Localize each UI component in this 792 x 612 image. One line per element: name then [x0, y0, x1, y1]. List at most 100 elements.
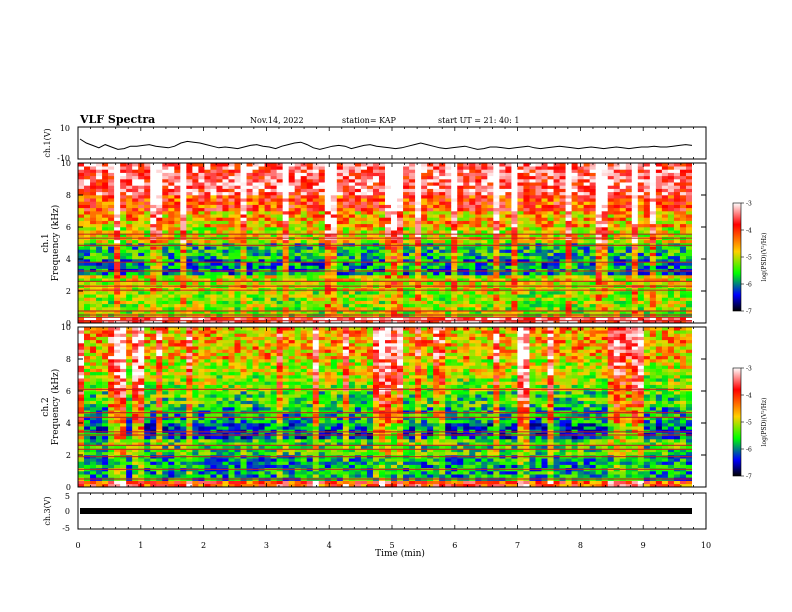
spectrogram-cell	[132, 246, 139, 250]
spectrogram-cell	[523, 300, 530, 305]
spectrogram-cell	[601, 227, 609, 231]
spectrogram-cell	[360, 185, 368, 189]
spectrogram-cell	[114, 169, 121, 173]
spectrogram-cell	[246, 217, 253, 221]
spectrogram-cell	[318, 259, 326, 263]
spectrogram-cell	[667, 249, 675, 253]
spectrogram-cell	[457, 188, 464, 193]
spectrogram-cell	[306, 246, 314, 250]
spectrogram-cell	[469, 307, 476, 311]
spectrogram-cell	[469, 281, 476, 285]
spectrogram-cell	[631, 303, 639, 308]
spectrogram-cell	[372, 287, 380, 292]
spectrogram-cell	[601, 198, 609, 202]
spectrogram-cell	[613, 227, 621, 231]
spectrogram-cell	[439, 265, 446, 269]
spectrogram-cell	[667, 262, 675, 266]
spectrogram-cell	[661, 204, 669, 209]
spectrogram-cell	[294, 204, 302, 209]
spectrogram-cell	[595, 191, 603, 196]
spectrogram-cell	[192, 246, 199, 250]
spectrogram-cell	[228, 252, 235, 257]
spectrogram-cell	[505, 239, 512, 244]
spectrogram-cell	[571, 207, 578, 212]
spectrogram-cell	[421, 230, 428, 234]
spectrogram-cell	[312, 201, 320, 205]
spectrogram-cell	[372, 179, 380, 183]
spectrogram-cell	[631, 227, 639, 231]
spectrogram-cell	[288, 278, 296, 282]
spectrogram-cell	[246, 291, 253, 295]
spectrogram-cell	[457, 233, 464, 237]
spectrogram-cell	[282, 220, 289, 225]
spectrogram-cell	[559, 227, 566, 231]
spectrogram-cell	[252, 300, 259, 305]
spectrogram-cell	[108, 268, 115, 273]
spectrogram-cell	[264, 179, 271, 183]
spectrogram-cell	[216, 316, 223, 321]
spectrogram-cell	[439, 316, 446, 321]
spectrogram-cell	[354, 281, 362, 285]
spectrogram-cell	[625, 271, 633, 276]
spectrogram-cell	[385, 252, 392, 257]
spectrogram-cell	[276, 175, 283, 180]
spectrogram-cell	[661, 319, 669, 324]
spectrogram-cell	[433, 255, 440, 260]
spectrogram-cell	[372, 182, 380, 186]
spectrogram-cell	[487, 211, 494, 215]
spectrogram-cell	[258, 195, 265, 199]
spectrogram-cell	[403, 307, 410, 311]
spectrogram-cell	[252, 281, 259, 285]
spectrogram-cell	[138, 223, 145, 228]
spectrogram-cell	[330, 204, 338, 209]
spectrogram-cell	[360, 182, 368, 186]
spectrogram-cell	[517, 179, 524, 183]
spectrogram-cell	[625, 287, 633, 292]
spectrogram-cell	[192, 239, 199, 244]
spectrogram-cell	[469, 166, 476, 170]
spectrogram-cell	[294, 316, 302, 321]
spectrogram-cell	[240, 182, 247, 186]
spectrogram-cell	[144, 191, 151, 196]
spectrogram-cell	[288, 275, 296, 279]
spectrogram-cell	[300, 201, 308, 205]
spectrogram-cell	[673, 291, 681, 295]
spectrogram-cell	[108, 166, 115, 170]
spectrogram-cell	[595, 220, 603, 225]
spectrogram-cell	[276, 163, 283, 167]
spectrogram-cell	[481, 201, 488, 205]
spectrogram-cell	[649, 169, 657, 173]
spectrogram-cell	[655, 169, 663, 173]
spectrogram-cell	[78, 179, 85, 183]
spectrogram-cell	[439, 175, 446, 180]
spectrogram-cell	[108, 249, 115, 253]
spectrogram-cell	[84, 179, 91, 183]
spectrogram-cell	[354, 262, 362, 266]
spectrogram-cell	[300, 217, 308, 221]
spectrogram-cell	[324, 294, 332, 298]
spectrogram-cell	[559, 255, 566, 260]
spectrogram-cell	[445, 211, 452, 215]
spectrogram-cell	[288, 166, 296, 170]
spectrogram-cell	[132, 182, 139, 186]
spectrogram-cell	[264, 175, 271, 180]
spectrogram-cell	[150, 223, 157, 228]
spectrogram-cell	[114, 268, 121, 273]
spectrogram-cell	[234, 319, 241, 324]
spectrogram-cell	[162, 278, 169, 282]
spectrogram-cell	[126, 259, 133, 263]
spectrogram-cell	[637, 179, 645, 183]
spectrogram-cell	[318, 294, 326, 298]
spectrogram-cell	[607, 303, 615, 308]
spectrogram-cell	[240, 243, 247, 247]
spectrogram-cell	[228, 281, 235, 285]
spectrogram-cell	[84, 233, 91, 237]
spectrogram-cell	[108, 252, 115, 257]
spectrogram-cell	[649, 172, 657, 177]
spectrogram-cell	[246, 278, 253, 282]
spectrogram-cell	[601, 287, 609, 292]
spectrogram-cell	[204, 201, 211, 205]
spectrogram-cell	[511, 246, 518, 250]
spectrogram-cell	[228, 172, 235, 177]
spectrogram-cell	[433, 182, 440, 186]
